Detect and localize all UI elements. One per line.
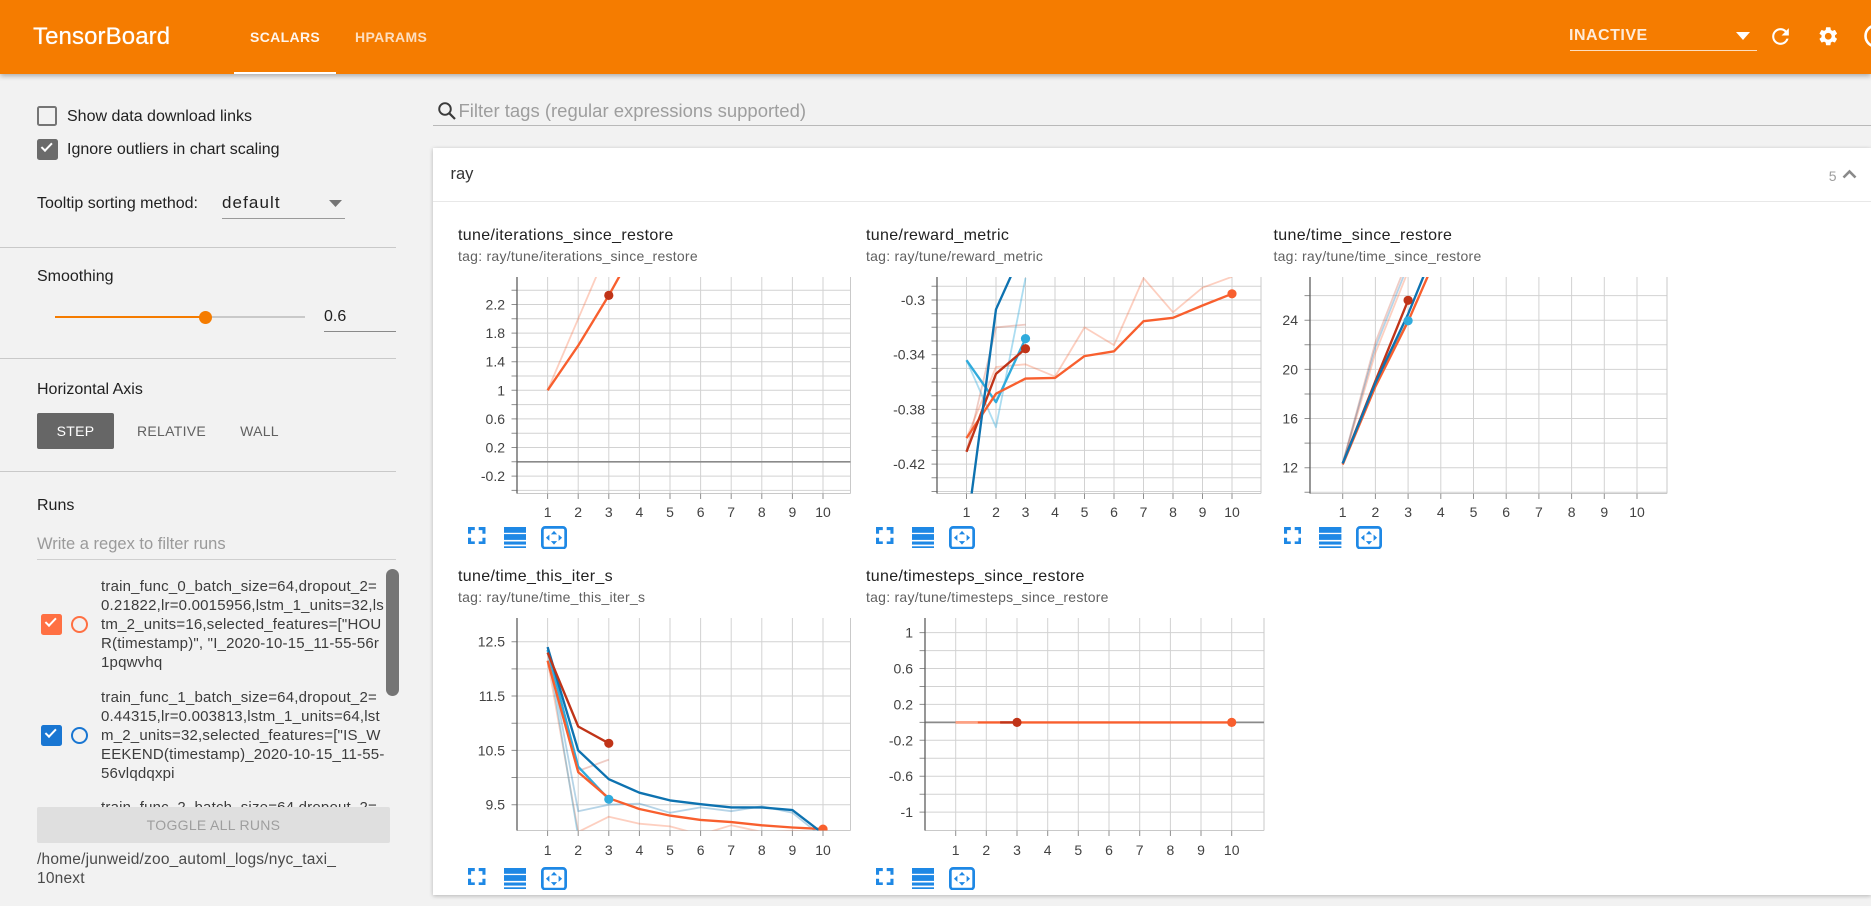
svg-text:2.2: 2.2 xyxy=(486,297,506,313)
svg-text:6: 6 xyxy=(1110,504,1118,520)
svg-text:10.5: 10.5 xyxy=(478,742,505,758)
svg-text:5: 5 xyxy=(1081,504,1089,520)
svg-text:1.8: 1.8 xyxy=(486,325,506,341)
svg-text:3: 3 xyxy=(1013,842,1021,858)
svg-text:2: 2 xyxy=(982,842,990,858)
svg-text:9: 9 xyxy=(1199,504,1207,520)
svg-text:-0.38: -0.38 xyxy=(893,401,925,417)
svg-text:4: 4 xyxy=(1044,842,1052,858)
svg-text:10: 10 xyxy=(815,842,831,858)
svg-text:5: 5 xyxy=(1074,842,1082,858)
svg-text:0.6: 0.6 xyxy=(894,661,914,677)
svg-text:1: 1 xyxy=(544,504,552,520)
svg-text:7: 7 xyxy=(1136,842,1144,858)
svg-text:1: 1 xyxy=(544,842,552,858)
svg-text:9.5: 9.5 xyxy=(486,797,506,813)
svg-text:1: 1 xyxy=(963,504,971,520)
svg-text:3: 3 xyxy=(1022,504,1030,520)
svg-text:9: 9 xyxy=(1197,842,1205,858)
svg-text:7: 7 xyxy=(727,842,735,858)
svg-text:10: 10 xyxy=(1224,842,1240,858)
svg-text:7: 7 xyxy=(1140,504,1148,520)
svg-text:10: 10 xyxy=(1224,504,1240,520)
svg-text:-0.3: -0.3 xyxy=(901,292,925,308)
svg-text:3: 3 xyxy=(1404,504,1412,520)
svg-text:2: 2 xyxy=(574,842,582,858)
svg-text:24: 24 xyxy=(1282,312,1298,328)
svg-text:16: 16 xyxy=(1282,411,1298,427)
svg-text:3: 3 xyxy=(605,504,613,520)
svg-text:5: 5 xyxy=(666,842,674,858)
svg-text:4: 4 xyxy=(1437,504,1445,520)
svg-text:0.2: 0.2 xyxy=(894,696,914,712)
svg-text:6: 6 xyxy=(697,842,705,858)
svg-text:4: 4 xyxy=(1051,504,1059,520)
svg-text:2: 2 xyxy=(1372,504,1380,520)
svg-text:20: 20 xyxy=(1282,361,1298,377)
svg-text:10: 10 xyxy=(1629,504,1645,520)
svg-text:1.4: 1.4 xyxy=(486,354,506,370)
svg-text:12.5: 12.5 xyxy=(478,634,505,650)
svg-text:-1: -1 xyxy=(901,804,914,820)
svg-text:-0.6: -0.6 xyxy=(889,768,913,784)
svg-text:2: 2 xyxy=(574,504,582,520)
svg-text:-0.42: -0.42 xyxy=(893,456,925,472)
svg-text:6: 6 xyxy=(697,504,705,520)
svg-text:4: 4 xyxy=(636,842,644,858)
svg-text:11.5: 11.5 xyxy=(479,688,505,704)
svg-text:-0.2: -0.2 xyxy=(889,732,913,748)
svg-text:6: 6 xyxy=(1105,842,1113,858)
svg-text:1: 1 xyxy=(1339,504,1347,520)
svg-text:8: 8 xyxy=(1167,842,1175,858)
svg-text:10: 10 xyxy=(815,504,831,520)
svg-text:4: 4 xyxy=(636,504,644,520)
svg-text:8: 8 xyxy=(758,504,766,520)
svg-text:0.6: 0.6 xyxy=(486,411,506,427)
svg-text:5: 5 xyxy=(1470,504,1478,520)
svg-text:1: 1 xyxy=(905,625,913,641)
svg-text:6: 6 xyxy=(1502,504,1510,520)
svg-text:8: 8 xyxy=(1169,504,1177,520)
svg-text:0.2: 0.2 xyxy=(486,440,506,456)
svg-text:-0.2: -0.2 xyxy=(481,468,505,484)
svg-text:1: 1 xyxy=(952,842,960,858)
svg-text:-0.34: -0.34 xyxy=(893,347,925,363)
svg-text:9: 9 xyxy=(789,842,797,858)
svg-text:9: 9 xyxy=(789,504,797,520)
svg-text:9: 9 xyxy=(1600,504,1608,520)
svg-text:12: 12 xyxy=(1282,460,1298,476)
svg-text:5: 5 xyxy=(666,504,674,520)
svg-text:1: 1 xyxy=(497,382,505,398)
svg-text:2: 2 xyxy=(992,504,1000,520)
svg-text:7: 7 xyxy=(727,504,735,520)
svg-text:8: 8 xyxy=(758,842,766,858)
svg-text:3: 3 xyxy=(605,842,613,858)
svg-text:7: 7 xyxy=(1535,504,1543,520)
svg-text:8: 8 xyxy=(1568,504,1576,520)
